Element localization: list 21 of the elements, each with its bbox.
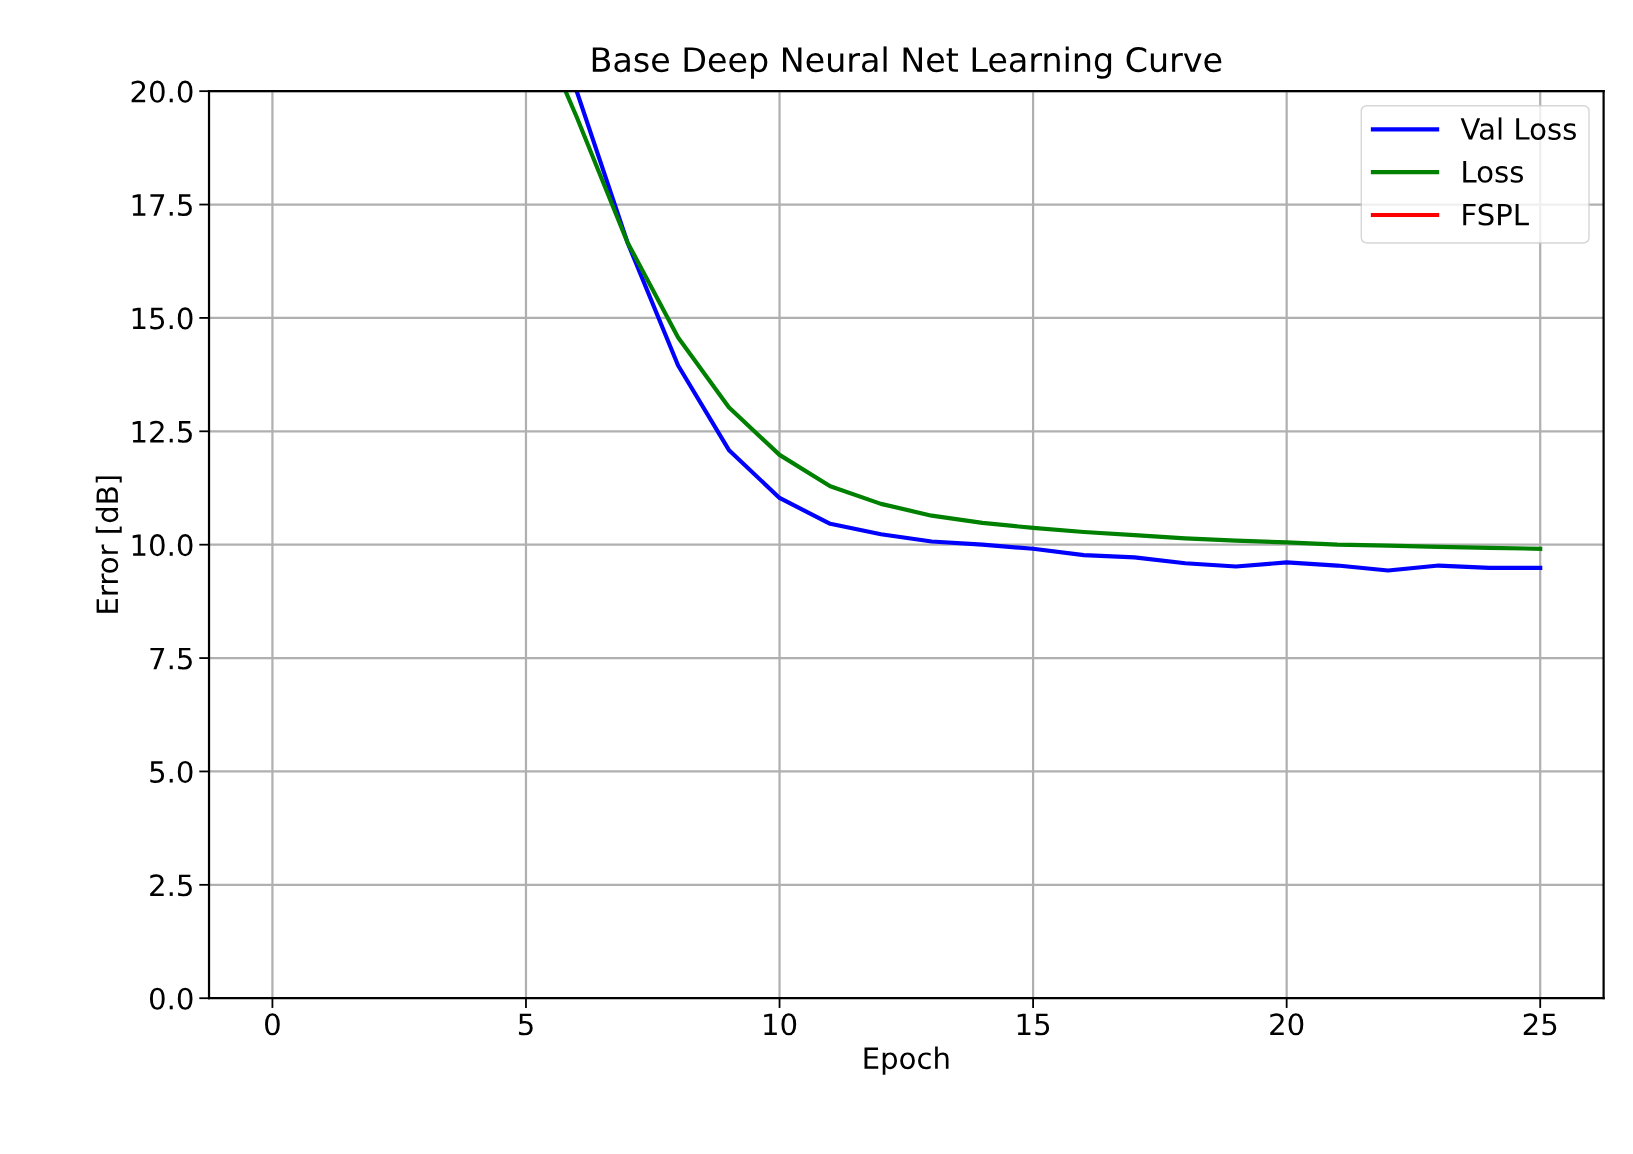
x-tick-label: 0 xyxy=(265,1013,280,1036)
y-tick-label: 2.5 xyxy=(150,874,192,897)
chart-title: Base Deep Neural Net Learning Curve xyxy=(592,46,1222,79)
x-tick-label: 10 xyxy=(764,1013,797,1036)
x-tick-label: 25 xyxy=(1523,1013,1557,1036)
x-tick-label: 5 xyxy=(518,1013,533,1036)
legend-label: Loss xyxy=(1463,161,1523,183)
legend-label: Val Loss xyxy=(1460,117,1576,140)
y-tick-label: 12.5 xyxy=(132,420,192,443)
y-tick-label: 0.0 xyxy=(149,987,193,1010)
y-tick-label: 17.5 xyxy=(132,194,192,217)
y-tick-label: 15.0 xyxy=(132,307,193,330)
x-tick-label: 15 xyxy=(1017,1013,1050,1036)
x-tick-label: 20 xyxy=(1270,1013,1304,1036)
y-tick-label: 10.0 xyxy=(132,534,193,557)
x-axis-title: Epoch xyxy=(864,1046,949,1075)
legend-label: FSPL xyxy=(1463,203,1529,226)
y-axis-title: Error [dB] xyxy=(95,476,122,613)
y-tick-label: 5.0 xyxy=(150,760,193,783)
y-tick-label: 7.5 xyxy=(150,647,192,670)
y-tick-label: 20.0 xyxy=(131,80,193,103)
